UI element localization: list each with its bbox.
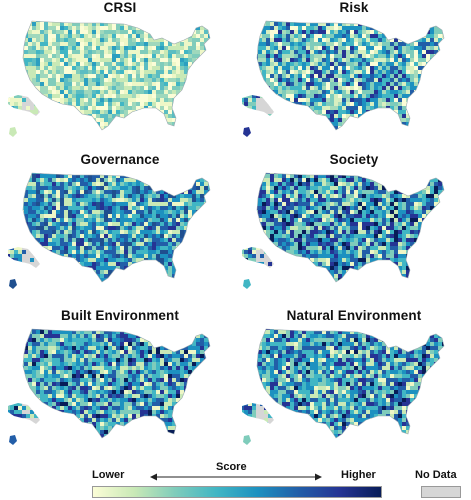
alaska xyxy=(8,403,40,424)
choropleth-map-society xyxy=(242,172,445,289)
choropleth-map-crsi xyxy=(8,20,211,137)
map-panel-built-environment: Built Environment xyxy=(4,308,236,458)
alaska xyxy=(8,95,40,116)
alaska xyxy=(8,247,40,268)
alaska xyxy=(242,95,274,116)
choropleth-map-built-environment xyxy=(8,328,211,445)
legend-score-label: Score xyxy=(216,461,247,473)
panel-title: Natural Environment xyxy=(286,308,422,323)
map-panel-society: Society xyxy=(238,152,470,302)
panel-title: CRSI xyxy=(103,0,137,15)
legend-lower-label: Lower xyxy=(92,469,125,481)
hawaii xyxy=(243,279,251,289)
legend-color-scale xyxy=(92,486,382,498)
map-panel-crsi: CRSI xyxy=(4,0,236,150)
map-panel-governance: Governance xyxy=(4,152,236,302)
hawaii xyxy=(9,435,17,445)
hawaii xyxy=(9,127,17,137)
panel-title: Built Environment xyxy=(61,308,179,323)
map-panel-risk: Risk xyxy=(238,0,470,150)
panel-title: Risk xyxy=(339,0,369,15)
panel-title: Society xyxy=(329,152,379,167)
choropleth-map-governance xyxy=(8,172,211,289)
alaska xyxy=(242,247,274,268)
panel-title: Governance xyxy=(80,152,160,167)
choropleth-map-natural-environment xyxy=(242,328,445,445)
legend-no-data-swatch xyxy=(421,486,461,498)
legend-higher-label: Higher xyxy=(341,469,376,481)
alaska xyxy=(242,403,274,424)
legend-arrow-icon xyxy=(150,473,322,481)
legend-no-data-label: No Data xyxy=(415,469,457,481)
hawaii xyxy=(243,127,251,137)
choropleth-map-risk xyxy=(242,20,445,137)
map-panel-natural-environment: Natural Environment xyxy=(238,308,470,458)
hawaii xyxy=(9,279,17,289)
hawaii xyxy=(243,435,251,445)
